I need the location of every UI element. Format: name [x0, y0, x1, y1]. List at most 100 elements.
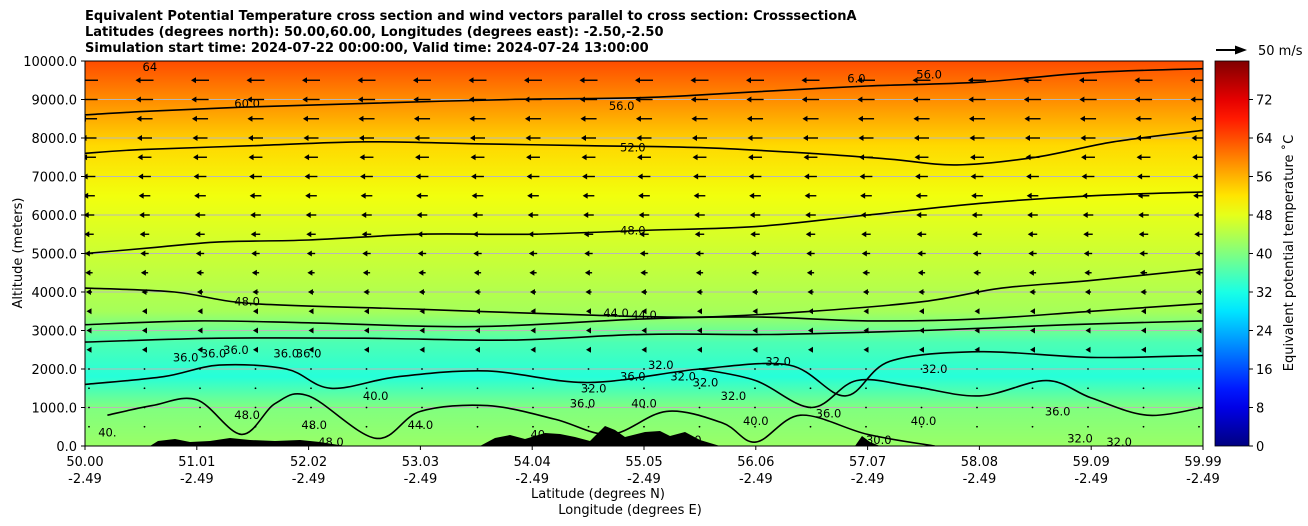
wind-vector: [859, 173, 873, 180]
wind-vector-head: [586, 327, 591, 334]
wind-vector: [143, 368, 146, 370]
wind-vector-head: [637, 173, 643, 180]
wind-vector-head: [913, 115, 919, 122]
wind-vector-head: [524, 115, 530, 122]
x-tick-label-lat: 52.02: [290, 455, 327, 470]
wind-vector: [697, 308, 702, 315]
wind-vector: [860, 212, 872, 218]
wind-vector: [584, 250, 593, 257]
wind-vector-head: [194, 192, 200, 199]
wind-vector: [1080, 135, 1096, 141]
contour-label: 32.0: [581, 381, 607, 395]
wind-vector-head: [1027, 231, 1033, 238]
wind-vector-head: [804, 173, 810, 180]
wind-vector-head: [413, 115, 419, 122]
wind-vector-head: [582, 192, 588, 199]
wind-vector: [1030, 308, 1035, 315]
contour-label: 52.0: [620, 141, 646, 155]
wind-vector: [1138, 231, 1149, 238]
colorbar-tick-label: 8: [1256, 402, 1264, 417]
y-tick-label: 9000.0: [32, 94, 78, 109]
wind-vectors: [85, 77, 1203, 428]
wind-vector-head: [861, 250, 867, 257]
wind-vector: [199, 387, 201, 390]
wind-vector: [363, 289, 370, 295]
wind-vector-head: [468, 96, 474, 103]
wind-vector-head: [306, 250, 312, 257]
wind-vector: [196, 269, 204, 276]
wind-vector-head: [748, 154, 754, 161]
wind-vector-head: [696, 289, 702, 295]
wind-vector: [752, 308, 758, 315]
wind-vector-head: [1190, 96, 1196, 103]
y-tick-label: 1000.0: [32, 402, 78, 417]
wind-vector: [246, 77, 265, 84]
contour-label: 44.0: [408, 418, 434, 432]
wind-vector: [139, 231, 150, 238]
x-tick-label-lon: -2.49: [627, 472, 661, 487]
wind-vector: [310, 425, 312, 428]
x-tick-label-lat: 50.00: [66, 455, 103, 470]
y-tick-label: 3000.0: [32, 325, 78, 340]
wind-vector: [359, 154, 374, 161]
wind-vector-head: [857, 77, 862, 84]
wind-vector: [1137, 192, 1150, 199]
wind-vector: [302, 77, 320, 84]
wind-vector-head: [750, 250, 756, 257]
wind-vector-head: [417, 231, 423, 238]
wind-vector-head: [139, 231, 145, 238]
wind-vector: [809, 387, 812, 390]
wind-vector: [692, 154, 707, 161]
wind-vector-head: [472, 212, 478, 218]
wind-vector-head: [808, 346, 813, 353]
wind-vector: [143, 387, 146, 390]
wind-vector: [470, 135, 485, 141]
contour-label: 36.0: [620, 370, 646, 384]
colorbar-tick-label: 0: [1256, 440, 1264, 455]
wind-vector: [579, 96, 598, 103]
wind-vector-head: [1085, 308, 1091, 315]
wind-vector-head: [636, 135, 642, 141]
wind-vector: [639, 250, 649, 257]
x-tick-label-lon: -2.49: [180, 472, 214, 487]
wind-vector-head: [579, 77, 585, 84]
wind-vector: [976, 425, 978, 428]
wind-vector-head: [364, 308, 369, 315]
wind-vector: [1083, 231, 1093, 238]
wind-vector-head: [638, 192, 644, 199]
wind-vector-head: [139, 212, 145, 218]
wind-vector-head: [638, 212, 644, 218]
wind-vector-head: [693, 192, 699, 199]
wind-vector: [1142, 406, 1145, 409]
wind-vector-head: [807, 289, 813, 295]
wind-vector-head: [1082, 212, 1088, 218]
wind-vector-head: [806, 250, 812, 257]
wind-vector: [85, 173, 96, 180]
contour-label: 40.0: [911, 414, 937, 428]
wind-vector: [197, 308, 203, 315]
wind-vector: [1193, 192, 1203, 199]
contour-line: [85, 302, 1203, 328]
wind-vector-head: [1026, 192, 1032, 199]
wind-vector-head: [1196, 308, 1202, 315]
wind-vector-head: [191, 96, 197, 103]
wind-vector-head: [805, 212, 811, 218]
wind-vector: [476, 406, 479, 409]
wind-vector-head: [1029, 289, 1035, 295]
wind-vector: [361, 212, 372, 218]
wind-vector-head: [1134, 96, 1140, 103]
wind-vector: [861, 250, 871, 257]
wind-vector: [917, 269, 926, 276]
x-tick-label-lon: -2.49: [404, 472, 438, 487]
wind-vector: [1198, 368, 1200, 370]
wind-vector: [249, 192, 262, 199]
wind-vector: [86, 327, 92, 334]
wind-vector-head: [1196, 327, 1202, 334]
wind-vector-head: [413, 96, 419, 103]
wind-vector: [310, 368, 312, 370]
wind-vector-head: [914, 135, 919, 141]
wind-vector-head: [586, 346, 591, 353]
wind-vector: [1195, 269, 1203, 276]
wind-vector: [1085, 327, 1091, 334]
wind-vector: [88, 368, 90, 370]
